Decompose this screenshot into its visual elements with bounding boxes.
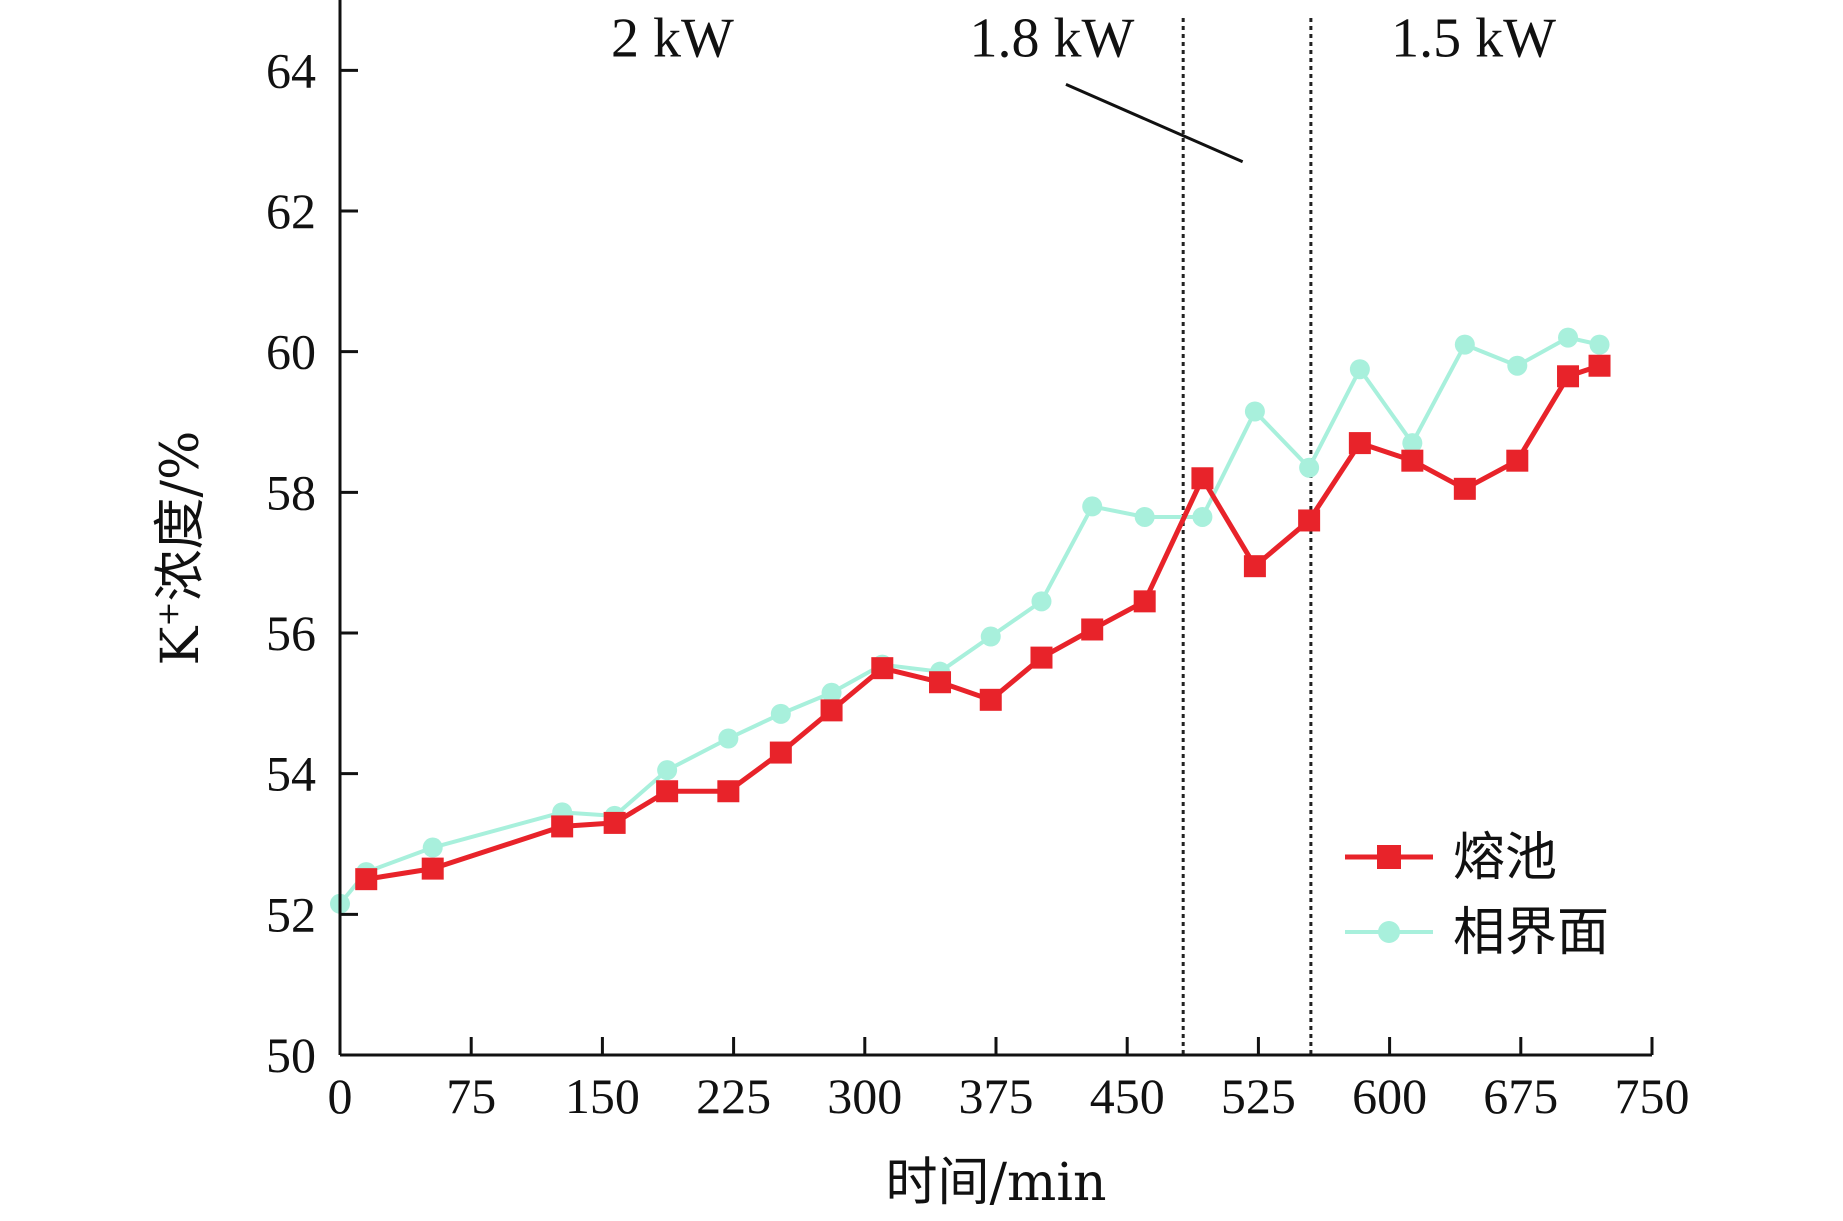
data-point-square <box>717 780 740 803</box>
legend-label: 相界面 <box>1453 903 1609 963</box>
data-point-circle <box>1082 496 1103 517</box>
power-annotation: 1.5 kW <box>1391 7 1556 69</box>
data-point-square <box>979 688 1002 711</box>
data-point-square <box>1588 354 1611 377</box>
data-point-square <box>1133 590 1156 613</box>
y-tick-label: 64 <box>266 42 316 98</box>
legend-marker-circle <box>1378 921 1400 943</box>
data-point-square <box>1348 432 1371 455</box>
data-point-square <box>1453 477 1476 500</box>
data-point-circle <box>1558 327 1579 348</box>
y-tick-label: 60 <box>266 324 316 380</box>
data-point-square <box>871 657 894 680</box>
series-line <box>338 335 1600 906</box>
series-layer <box>330 327 1611 914</box>
y-tick-label: 62 <box>266 183 316 239</box>
power-annotation: 1.8 kW <box>970 7 1135 69</box>
data-point-square <box>1243 555 1266 578</box>
x-tick-label: 675 <box>1483 1068 1558 1124</box>
data-point-circle <box>1402 433 1423 454</box>
y-tick-label: 54 <box>266 746 316 802</box>
data-point-circle <box>1349 359 1370 380</box>
x-tick-label: 750 <box>1615 1068 1690 1124</box>
data-point-circle <box>422 837 443 858</box>
x-tick-label: 225 <box>696 1068 771 1124</box>
y-axis-title: K+浓度/% <box>151 431 211 666</box>
x-tick-label: 450 <box>1090 1068 1165 1124</box>
data-point-square <box>1030 646 1053 669</box>
y-tick-label: 56 <box>266 605 316 661</box>
data-point-square <box>1557 365 1580 388</box>
y-tick-label: 58 <box>266 464 316 520</box>
series-0 <box>355 354 1611 891</box>
y-axis-title-main: K <box>151 625 211 665</box>
x-axis-title: 时间/min <box>886 1153 1107 1213</box>
data-point-circle <box>1192 506 1213 527</box>
phase-divider-layer <box>1181 18 1313 1055</box>
data-point-square <box>355 868 378 891</box>
data-point-circle <box>1454 334 1475 355</box>
y-tick-label: 52 <box>266 886 316 942</box>
data-point-circle <box>1589 334 1610 355</box>
data-point-square <box>1191 467 1214 490</box>
data-point-square <box>1401 449 1424 472</box>
data-point-circle <box>718 728 739 749</box>
legend-label: 熔池 <box>1453 828 1557 888</box>
data-point-square <box>551 815 574 838</box>
data-point-circle <box>1031 591 1052 612</box>
annotation-layer: 2 kW 1.8 kW 1.5 kW <box>611 7 1556 164</box>
data-point-square <box>421 857 444 880</box>
series-1 <box>330 327 1610 914</box>
axes-layer: 时间/min K+浓度/% 0 75 150 225 300 375 450 525 600 67… <box>151 0 1690 1213</box>
data-point-circle <box>1134 506 1155 527</box>
x-tick-label: 525 <box>1221 1068 1296 1124</box>
power-annotation: 2 kW <box>611 7 734 69</box>
data-point-circle <box>1244 401 1265 422</box>
x-tick-label: 0 <box>328 1068 353 1124</box>
y-tick-label: 50 <box>266 1027 316 1083</box>
data-point-circle <box>657 760 678 781</box>
data-point-square <box>929 671 952 694</box>
data-point-circle <box>980 626 1001 647</box>
legend-marker-square <box>1377 845 1401 869</box>
annotation-pointer-line <box>1065 83 1244 164</box>
data-point-circle <box>770 703 791 724</box>
data-point-square <box>1081 618 1104 641</box>
x-tick-label: 300 <box>827 1068 902 1124</box>
data-point-square <box>656 780 679 803</box>
data-point-square <box>1506 449 1529 472</box>
data-point-square <box>603 811 626 834</box>
y-axis-title-rest: 浓度/% <box>151 431 211 602</box>
x-tick-label: 375 <box>959 1068 1034 1124</box>
data-point-circle <box>821 682 842 703</box>
x-tick-label: 150 <box>565 1068 640 1124</box>
data-point-square <box>1298 509 1321 532</box>
data-point-circle <box>1299 457 1320 478</box>
data-point-square <box>820 699 843 722</box>
x-tick-label: 75 <box>446 1068 496 1124</box>
y-axis-title-superscript: + <box>151 601 186 626</box>
data-point-circle <box>1507 355 1528 376</box>
data-point-square <box>769 741 792 764</box>
x-tick-label: 600 <box>1352 1068 1427 1124</box>
